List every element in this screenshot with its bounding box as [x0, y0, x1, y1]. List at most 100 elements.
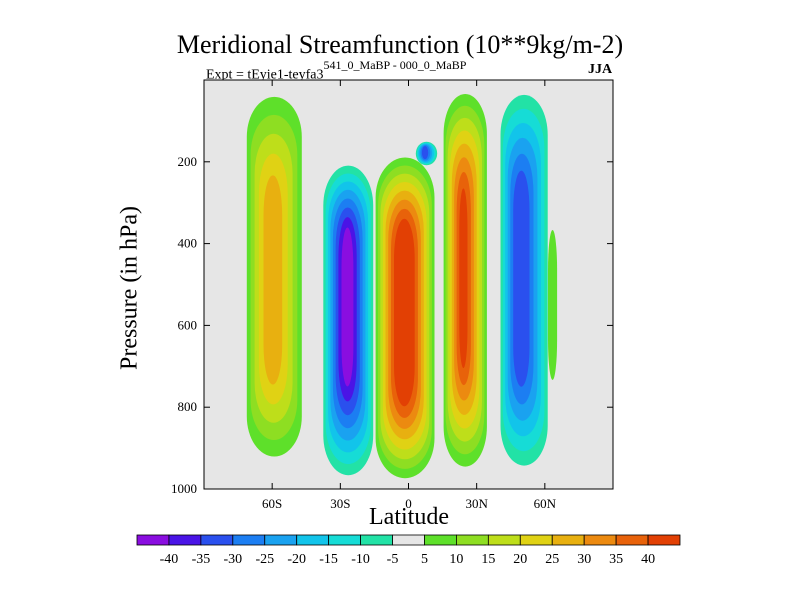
experiment-prefix: Expt = tEyie1-teyfa3 [206, 67, 324, 83]
plot-area [204, 80, 613, 489]
colorbar-label: -5 [387, 552, 399, 567]
contour-band [502, 108, 545, 452]
contour-band [335, 207, 360, 416]
contour-band [250, 114, 298, 441]
contour-band [332, 198, 363, 429]
contour-band [397, 229, 412, 394]
y-tick-label: 600 [178, 317, 198, 332]
colorbar-swatch [583, 534, 617, 546]
contour-band [380, 173, 430, 460]
contour-band [548, 230, 558, 380]
colorbar-swatch [136, 534, 170, 546]
northern-positive-cell [443, 94, 487, 467]
contour-band [391, 208, 418, 418]
contour-band [510, 153, 534, 405]
contour-band [399, 236, 409, 386]
x-axis-label: Latitude [369, 504, 449, 530]
colorbar-swatch [296, 534, 330, 546]
contour-band [330, 189, 366, 441]
contour-band [443, 94, 487, 467]
contour-band [328, 181, 369, 453]
contour-band [341, 227, 354, 387]
contour-band [388, 199, 421, 429]
colorbar-swatch [232, 534, 266, 546]
colorbar-label: -25 [255, 552, 274, 567]
high-latitude-weak-positive [548, 230, 558, 380]
colorbar-swatch [456, 534, 489, 546]
upper-negative-spot [415, 141, 438, 166]
contour-band [338, 217, 357, 402]
y-tick-label: 1000 [171, 481, 197, 496]
colorbar-label: 40 [641, 552, 655, 567]
colorbar-swatch [615, 534, 649, 546]
colorbar-label: -10 [351, 552, 370, 567]
colorbar-label: 10 [449, 552, 463, 567]
colorbar-swatch [168, 534, 202, 546]
colorbar-label: -30 [223, 552, 242, 567]
contour-band [418, 143, 434, 164]
colorbar-swatch [647, 534, 681, 546]
y-tick-label: 200 [178, 154, 198, 169]
northern-negative-cell [500, 94, 548, 466]
colorbar-swatch [424, 534, 457, 546]
contour-band [263, 175, 283, 385]
southern-midlatitude-positive-cell [246, 96, 302, 457]
experiment-suffix: 541_0_MaBP - 000_0_MaBP [323, 58, 467, 72]
contour-band [420, 145, 431, 161]
contour-band [382, 182, 427, 450]
contour-band [254, 133, 293, 423]
y-axis-label: Pressure (in hPa) [116, 206, 143, 370]
colorbar-label: -20 [287, 552, 306, 567]
contour-band [451, 143, 477, 415]
colorbar-swatch [487, 534, 521, 546]
contour-band [265, 184, 280, 376]
contour-band [456, 172, 471, 386]
y-tick-label: 400 [178, 236, 198, 251]
chart-title: Meridional Streamfunction (10**9kg/m-2) [176, 30, 624, 59]
colorbar-swatch [519, 534, 553, 546]
contour-band [246, 96, 302, 457]
equatorial-positive-core [375, 157, 435, 479]
colorbar-label: -35 [192, 552, 211, 567]
colorbar-label: -15 [319, 552, 338, 567]
contour-band [419, 144, 433, 162]
colorbar: -40 -35 -30 -25 -20 -15 -10 -5 5 10 15 20 25 30 35 40 [136, 534, 681, 567]
contour-band [342, 232, 352, 380]
contour-band [375, 157, 435, 479]
plot-background [204, 80, 613, 489]
contour-band [415, 141, 438, 166]
contour-band [445, 105, 485, 455]
contour-band [258, 153, 288, 405]
contour-band [422, 146, 428, 159]
contour-band [385, 190, 424, 440]
contour-band [549, 244, 556, 366]
contour-band [394, 218, 415, 407]
colorbar-swatch [328, 534, 361, 546]
colorbar-swatch [360, 534, 393, 546]
contour-band [325, 173, 371, 465]
colorbar-label: 5 [421, 552, 428, 567]
southern-hadley-negative-cell [323, 165, 374, 476]
colorbar-label: -40 [160, 552, 179, 567]
season-label: JJA [588, 62, 613, 77]
colorbar-swatch [200, 534, 234, 546]
experiment-label: Expt = tEyie1-teyfa3541_0_MaBP - 000_0_M… [206, 58, 466, 84]
colorbar-swatch [392, 534, 425, 546]
y-tick-label: 800 [178, 399, 198, 414]
colorbar-label: 30 [577, 552, 591, 567]
contour-band [515, 185, 526, 371]
colorbar-label: 25 [545, 552, 559, 567]
colorbar-swatch [551, 534, 585, 546]
contour-band [505, 123, 541, 437]
contour-band [454, 157, 474, 401]
contour-band [421, 146, 429, 160]
contour-band [449, 130, 480, 429]
plot-frame [203, 79, 614, 490]
colorbar-label: 15 [481, 552, 495, 567]
contour-band [459, 188, 468, 369]
contour-band [378, 165, 432, 469]
colorbar-swatch [264, 534, 298, 546]
contour-band [323, 165, 374, 476]
